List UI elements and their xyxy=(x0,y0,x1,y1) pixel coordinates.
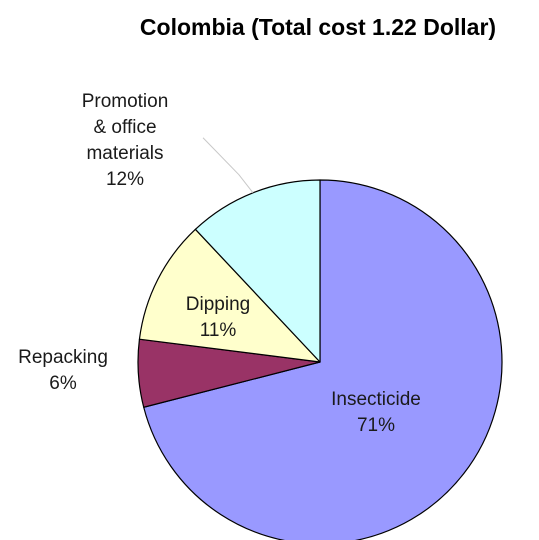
slice-label-dipping: Dipping 11% xyxy=(186,294,250,341)
pie-slice-insecticide xyxy=(143,179,503,540)
chart-title: Colombia (Total cost 1.22 Dollar) xyxy=(140,14,496,40)
slice-labels: Insecticide 71% Repacking 6% Dipping 11% Promo… xyxy=(18,91,421,436)
slice-value-label: 6% xyxy=(49,373,77,394)
slice-name-label: Promotion xyxy=(82,91,169,112)
leader-lines xyxy=(202,137,254,194)
slice-name-label: Dipping xyxy=(186,294,250,315)
slice-name-label: Repacking xyxy=(18,347,108,368)
slice-name-label: Insecticide xyxy=(331,389,421,410)
pie-slice-promotion-and-office-materials xyxy=(194,179,321,363)
slice-name-label: materials xyxy=(86,143,163,164)
pie-slice-dipping xyxy=(138,228,321,363)
pie-slices xyxy=(137,179,503,540)
slice-label-promotion-and-office-materials: Promotion & office materials 12% xyxy=(82,91,169,190)
slice-label-insecticide: Insecticide 71% xyxy=(331,389,421,436)
leader-line-promotion-and-office-materials xyxy=(202,137,254,194)
slice-value-label: 11% xyxy=(200,320,237,341)
slice-name-label: & office xyxy=(93,117,156,138)
slice-value-label: 12% xyxy=(106,169,144,190)
slice-value-label: 71% xyxy=(357,415,395,436)
slice-label-repacking: Repacking 6% xyxy=(18,347,108,394)
